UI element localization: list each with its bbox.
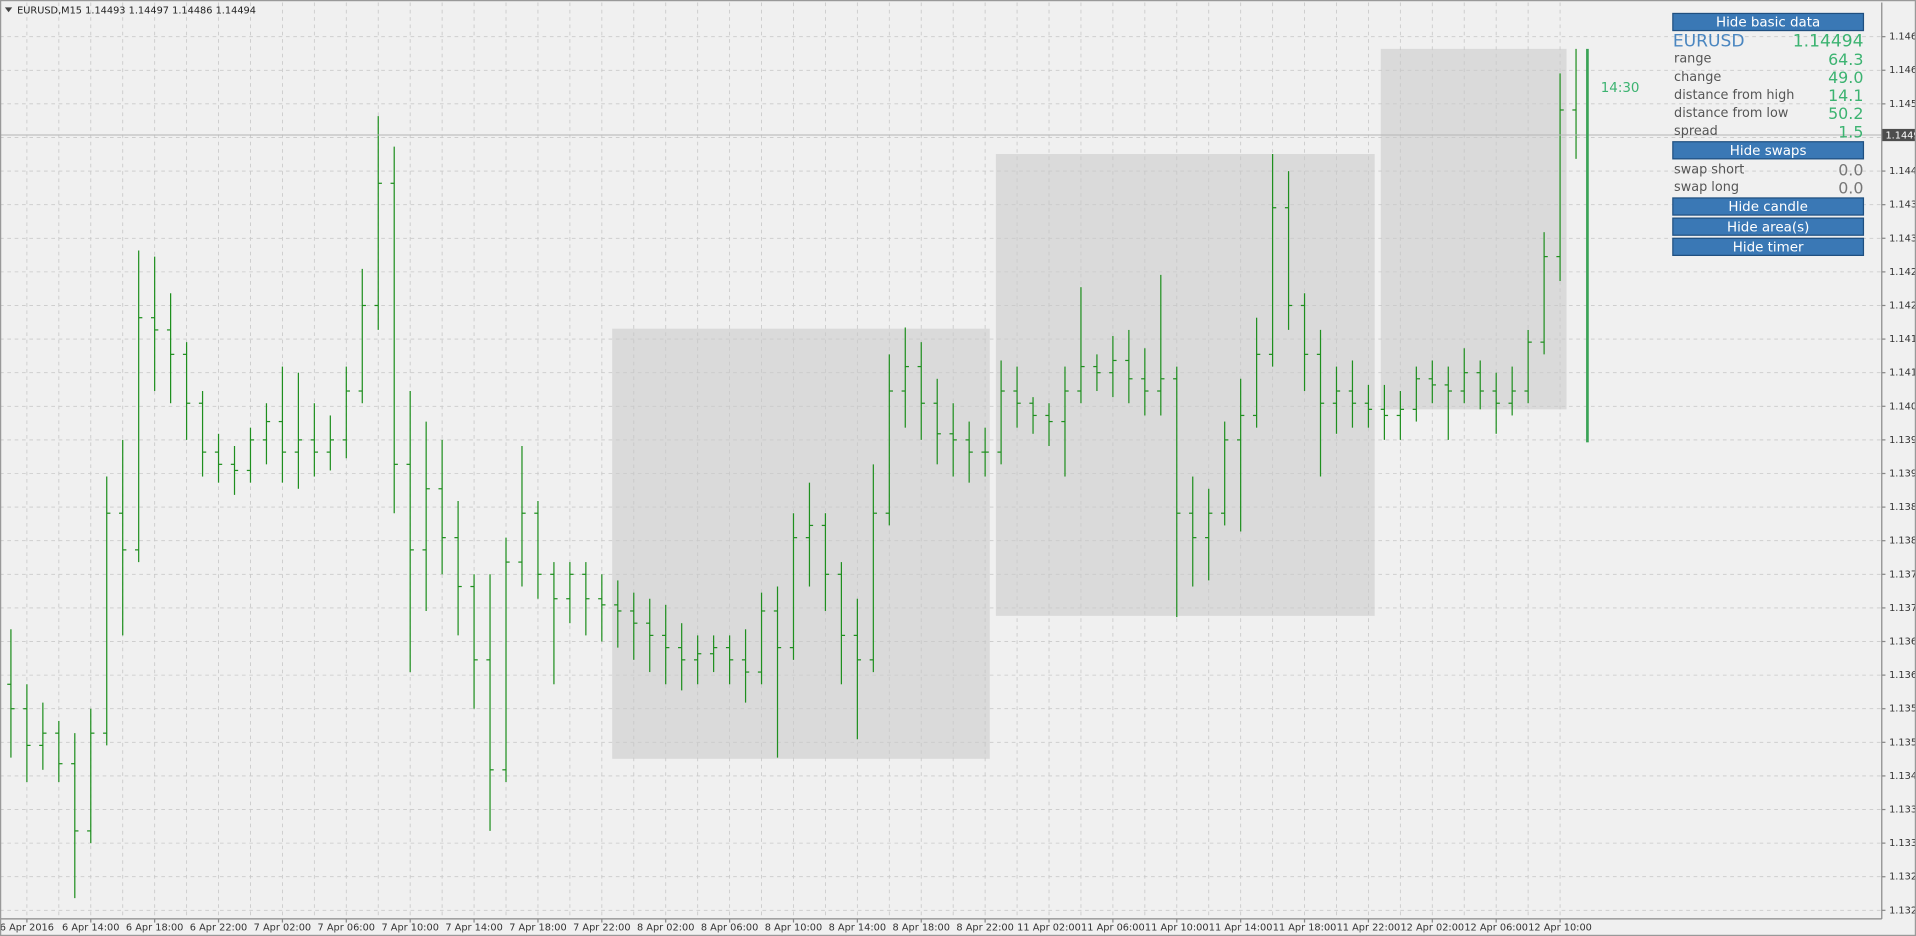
x-tick-label: 11 Apr 06:00	[1081, 922, 1145, 933]
x-tick-label: 7 Apr 10:00	[381, 922, 438, 933]
x-tick-label: 8 Apr 18:00	[893, 922, 950, 933]
y-tick-label: 1.14215	[1889, 300, 1916, 311]
button-label[interactable]: Hide candle	[1728, 200, 1808, 215]
x-tick-label: 12 Apr 02:00	[1400, 922, 1464, 933]
day-range-area	[1380, 48, 1567, 410]
panel-row-value: 14.1	[1828, 86, 1863, 105]
panel-row-value: 1.5	[1838, 122, 1863, 141]
x-tick-label: 6 Apr 18:00	[126, 922, 183, 933]
x-tick-label: 8 Apr 14:00	[829, 922, 886, 933]
panel-button[interactable]: Hide basic data	[1672, 12, 1865, 32]
x-tick-label: 11 Apr 14:00	[1209, 922, 1273, 933]
x-tick-label: 8 Apr 22:00	[956, 922, 1013, 933]
panel-button[interactable]: Hide area(s)	[1672, 217, 1865, 236]
y-tick-label: 1.13610	[1889, 670, 1916, 681]
button-bg[interactable]	[1672, 217, 1865, 236]
chart-header: EURUSD,M15 1.14493 1.14497 1.14486 1.144…	[17, 5, 256, 16]
panel-button[interactable]: Hide timer	[1672, 237, 1865, 256]
y-tick-label: 1.13995	[1889, 435, 1916, 446]
y-tick-label: 1.13885	[1889, 502, 1916, 513]
x-tick-label: 12 Apr 06:00	[1464, 922, 1528, 933]
x-tick-label: 11 Apr 22:00	[1337, 922, 1401, 933]
day-range-area	[612, 328, 990, 759]
x-tick-label: 6 Apr 22:00	[190, 922, 247, 933]
panel-row-value: 0.0	[1838, 178, 1863, 197]
x-tick-label: 6 Apr 14:00	[62, 922, 119, 933]
x-tick-label: 11 Apr 10:00	[1145, 922, 1209, 933]
y-tick-label: 1.13940	[1889, 468, 1916, 479]
day-range-area	[995, 153, 1375, 616]
x-tick-label: 11 Apr 02:00	[1017, 922, 1081, 933]
x-tick-label: 7 Apr 22:00	[573, 922, 630, 933]
x-tick-label: 6 Apr 2016	[0, 922, 54, 933]
panel-button[interactable]: Hide candle	[1672, 197, 1865, 216]
panel-row-label: swap short	[1674, 162, 1744, 177]
y-tick-label: 1.13665	[1889, 637, 1916, 648]
x-tick-label: 7 Apr 06:00	[318, 922, 375, 933]
panel-button[interactable]: Hide swaps	[1672, 141, 1865, 160]
x-tick-label: 8 Apr 06:00	[701, 922, 758, 933]
x-tick-label: 7 Apr 02:00	[254, 922, 311, 933]
button-bg[interactable]	[1672, 197, 1865, 216]
y-tick-label: 1.13500	[1889, 737, 1916, 748]
x-tick-label: 12 Apr 10:00	[1528, 922, 1592, 933]
current-day-candle	[1586, 48, 1589, 443]
y-tick-label: 1.14380	[1889, 200, 1916, 211]
current-price-tag	[1881, 128, 1916, 142]
symbol-name: EURUSD	[1673, 32, 1745, 52]
current-price-label: 1.14494	[1885, 131, 1916, 142]
button-bg[interactable]	[1672, 237, 1865, 256]
x-tick-label: 7 Apr 18:00	[509, 922, 566, 933]
y-tick-label: 1.14160	[1889, 334, 1916, 345]
y-tick-label: 1.13225	[1889, 905, 1916, 916]
y-tick-label: 1.14545	[1889, 99, 1916, 110]
symbol-price: 1.14494	[1793, 32, 1864, 52]
y-tick-label: 1.13720	[1889, 603, 1916, 614]
panel-row-value: 49.0	[1828, 68, 1863, 87]
y-tick-label: 1.14600	[1889, 65, 1916, 76]
y-tick-label: 1.14435	[1889, 166, 1916, 177]
x-tick-label: 8 Apr 02:00	[637, 922, 694, 933]
panel-row-label: spread	[1674, 124, 1718, 139]
y-tick-label: 1.14270	[1889, 267, 1916, 278]
button-label[interactable]: Hide swaps	[1730, 144, 1807, 159]
y-tick-label: 1.13830	[1889, 536, 1916, 547]
panel-row-label: distance from low	[1674, 106, 1788, 121]
y-tick-label: 1.14325	[1889, 233, 1916, 244]
button-label[interactable]: Hide basic data	[1716, 16, 1820, 31]
button-bg[interactable]	[1672, 12, 1865, 32]
y-tick-label: 1.14105	[1889, 368, 1916, 379]
button-label[interactable]: Hide timer	[1733, 240, 1804, 255]
x-tick-label: 8 Apr 10:00	[765, 922, 822, 933]
candle-timer: 14:30	[1601, 81, 1640, 96]
panel-row-label: swap long	[1674, 180, 1739, 195]
panel-row-value: 50.2	[1828, 104, 1863, 123]
panel-row-label: change	[1674, 70, 1721, 85]
panel-row-value: 64.3	[1828, 50, 1863, 69]
panel-row-value: 0.0	[1838, 161, 1863, 180]
button-label[interactable]: Hide area(s)	[1727, 220, 1809, 235]
y-tick-label: 1.13555	[1889, 704, 1916, 715]
panel-row-label: range	[1674, 52, 1711, 67]
x-tick-label: 7 Apr 14:00	[445, 922, 502, 933]
panel-row-label: distance from high	[1674, 88, 1794, 103]
y-tick-label: 1.13775	[1889, 569, 1916, 580]
y-tick-label: 1.13335	[1889, 838, 1916, 849]
x-tick-label: 11 Apr 18:00	[1273, 922, 1337, 933]
button-bg[interactable]	[1672, 141, 1865, 160]
y-tick-label: 1.14655	[1889, 32, 1916, 43]
y-tick-label: 1.13445	[1889, 771, 1916, 782]
y-tick-label: 1.13280	[1889, 872, 1916, 883]
y-tick-label: 1.13390	[1889, 805, 1916, 816]
y-tick-label: 1.14050	[1889, 401, 1916, 412]
menu-arrow[interactable]	[4, 7, 13, 13]
